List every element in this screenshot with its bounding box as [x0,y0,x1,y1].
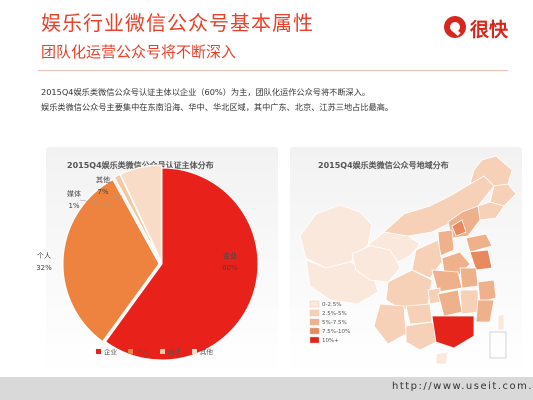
pie-slice-3 [113,173,162,262]
summary-line-1: 2015Q4娱乐类微信公众号认证主体以企业（60%）为主，团队化运作公众号将不断… [41,87,371,97]
summary-line-2: 娱乐类微信公众号主要集中在东南沿海、华中、华北区域，其中广东、北京、江苏三地占比… [41,102,394,112]
pie-legend-swatch-4 [192,349,197,354]
map-region-guizhou [405,303,433,325]
pie-slice-2 [62,179,160,343]
pie-slice-4 [119,164,162,262]
pie-legend-swatch-1 [96,349,101,354]
map-legend-swatch-5 [309,336,320,344]
pie-legend-swatch-2 [128,349,133,354]
pie-label-value-4: 7% [97,188,108,196]
map-region-anhui [459,267,479,289]
map-legend-label-4: 7.5%-10% [322,329,350,335]
map-region-yunnan [373,303,407,345]
map-legend-swatch-3 [309,318,320,326]
logo-text: 很快 [470,19,509,41]
pie-legend-label-4: 其他 [200,347,214,356]
page-title: 娱乐行业微信公众号基本属性 [41,11,314,35]
brand-logo: 很快 [443,14,523,42]
map-region-hunan [437,289,463,317]
map-legend-swatch-1 [309,300,320,308]
map-legend-label-2: 2.5%-5% [322,311,347,317]
map-legend-label-5: 10%+ [322,338,339,344]
map-region-jilin [489,183,517,207]
map-region-zhejiang [477,279,497,303]
pie-legend-label-1: 企业 [104,347,118,356]
pie-legend-label-2: 个人 [136,348,150,356]
map-legend-label-3: 5%-7.5% [322,320,347,326]
footer-bar [0,377,533,400]
map-region-heilongjiang [469,155,513,187]
map-region-taiwan [497,313,505,331]
map-inset-box [489,331,507,359]
pie-legend-label-3: 媒体 [168,347,182,356]
map-chart-title: 2015Q4娱乐类微信公众号地域分布 [318,161,449,170]
pie-slice-1 [104,167,259,361]
pie-label-name-4: 其他 [96,175,110,184]
pie-legend-swatch-3 [160,349,165,354]
map-region-guangxi [405,321,441,351]
map-legend-label-1: 0-2.5% [322,302,341,308]
pie-chart-title: 2015Q4娱乐类微信公众号认证主体分布 [67,161,214,170]
pie-label-name-2: 个人 [37,252,51,260]
map-region-xinjiang [299,204,373,269]
map-region-liaoning [477,201,505,221]
pie-label-value-3: 1% [68,202,79,210]
map-region-jiangxi [459,289,479,315]
map-region-beijing [451,219,467,237]
map-region-jiangsu [469,249,493,271]
pie-leader-line-3 [79,199,111,206]
header-divider [38,70,508,71]
map-region-hubei [431,269,463,293]
map-legend-swatch-2 [309,309,320,317]
map-legend-swatch-4 [309,327,320,335]
map-region-guangdong [431,315,475,349]
pie-label-value-1: 60% [222,264,238,272]
map-region-hainan [435,351,449,365]
page-subtitle: 团队化运营公众号将不断深入 [41,43,237,61]
pie-label-name-1: 企业 [223,251,237,260]
map-region-fujian [475,299,495,323]
footer-url: http://www.useit.com.cn [392,381,533,392]
pie-label-value-2: 32% [36,264,52,272]
logo-circle-icon [444,16,466,38]
pie-label-name-3: 媒体 [67,189,81,198]
map-region-shandong [465,233,493,253]
